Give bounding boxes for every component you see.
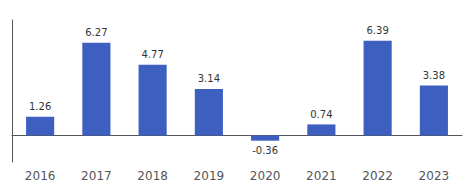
svg-text:6.27: 6.27 [85, 27, 107, 38]
svg-text:3.38: 3.38 [423, 70, 445, 81]
svg-text:4.77: 4.77 [141, 49, 163, 60]
svg-text:-0.36: -0.36 [252, 145, 278, 156]
svg-text:6.39: 6.39 [366, 25, 388, 36]
svg-text:2016: 2016 [25, 169, 56, 183]
svg-text:2022: 2022 [362, 169, 393, 183]
svg-text:3.14: 3.14 [198, 73, 220, 84]
svg-text:2021: 2021 [306, 169, 337, 183]
svg-text:0.74: 0.74 [310, 109, 332, 120]
svg-text:2019: 2019 [194, 169, 225, 183]
svg-text:2023: 2023 [419, 169, 450, 183]
svg-text:2017: 2017 [81, 169, 112, 183]
svg-text:1.26: 1.26 [29, 101, 51, 112]
svg-text:2018: 2018 [137, 169, 168, 183]
svg-text:2020: 2020 [250, 169, 281, 183]
